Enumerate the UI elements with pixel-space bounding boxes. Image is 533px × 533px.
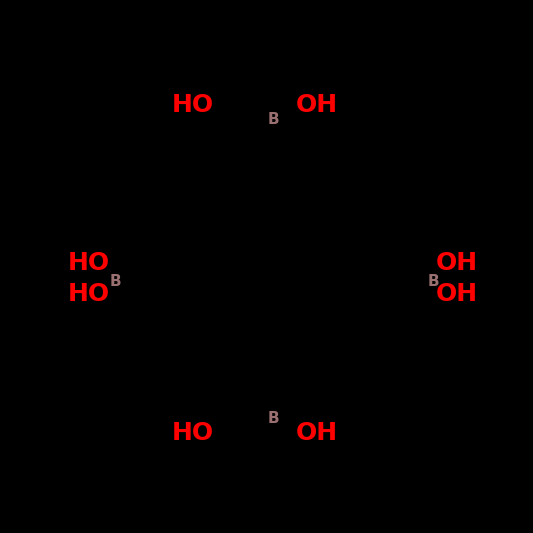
- Text: HO: HO: [68, 282, 110, 306]
- Text: HO: HO: [172, 421, 214, 446]
- Text: OH: OH: [296, 421, 338, 446]
- Text: OH: OH: [436, 251, 479, 275]
- Text: OH: OH: [436, 282, 479, 306]
- Text: HO: HO: [172, 93, 214, 117]
- Text: B: B: [268, 411, 279, 426]
- Text: B: B: [268, 112, 279, 127]
- Text: OH: OH: [296, 93, 338, 117]
- Text: B: B: [427, 274, 439, 289]
- Text: HO: HO: [68, 251, 110, 275]
- Text: B: B: [109, 274, 121, 289]
